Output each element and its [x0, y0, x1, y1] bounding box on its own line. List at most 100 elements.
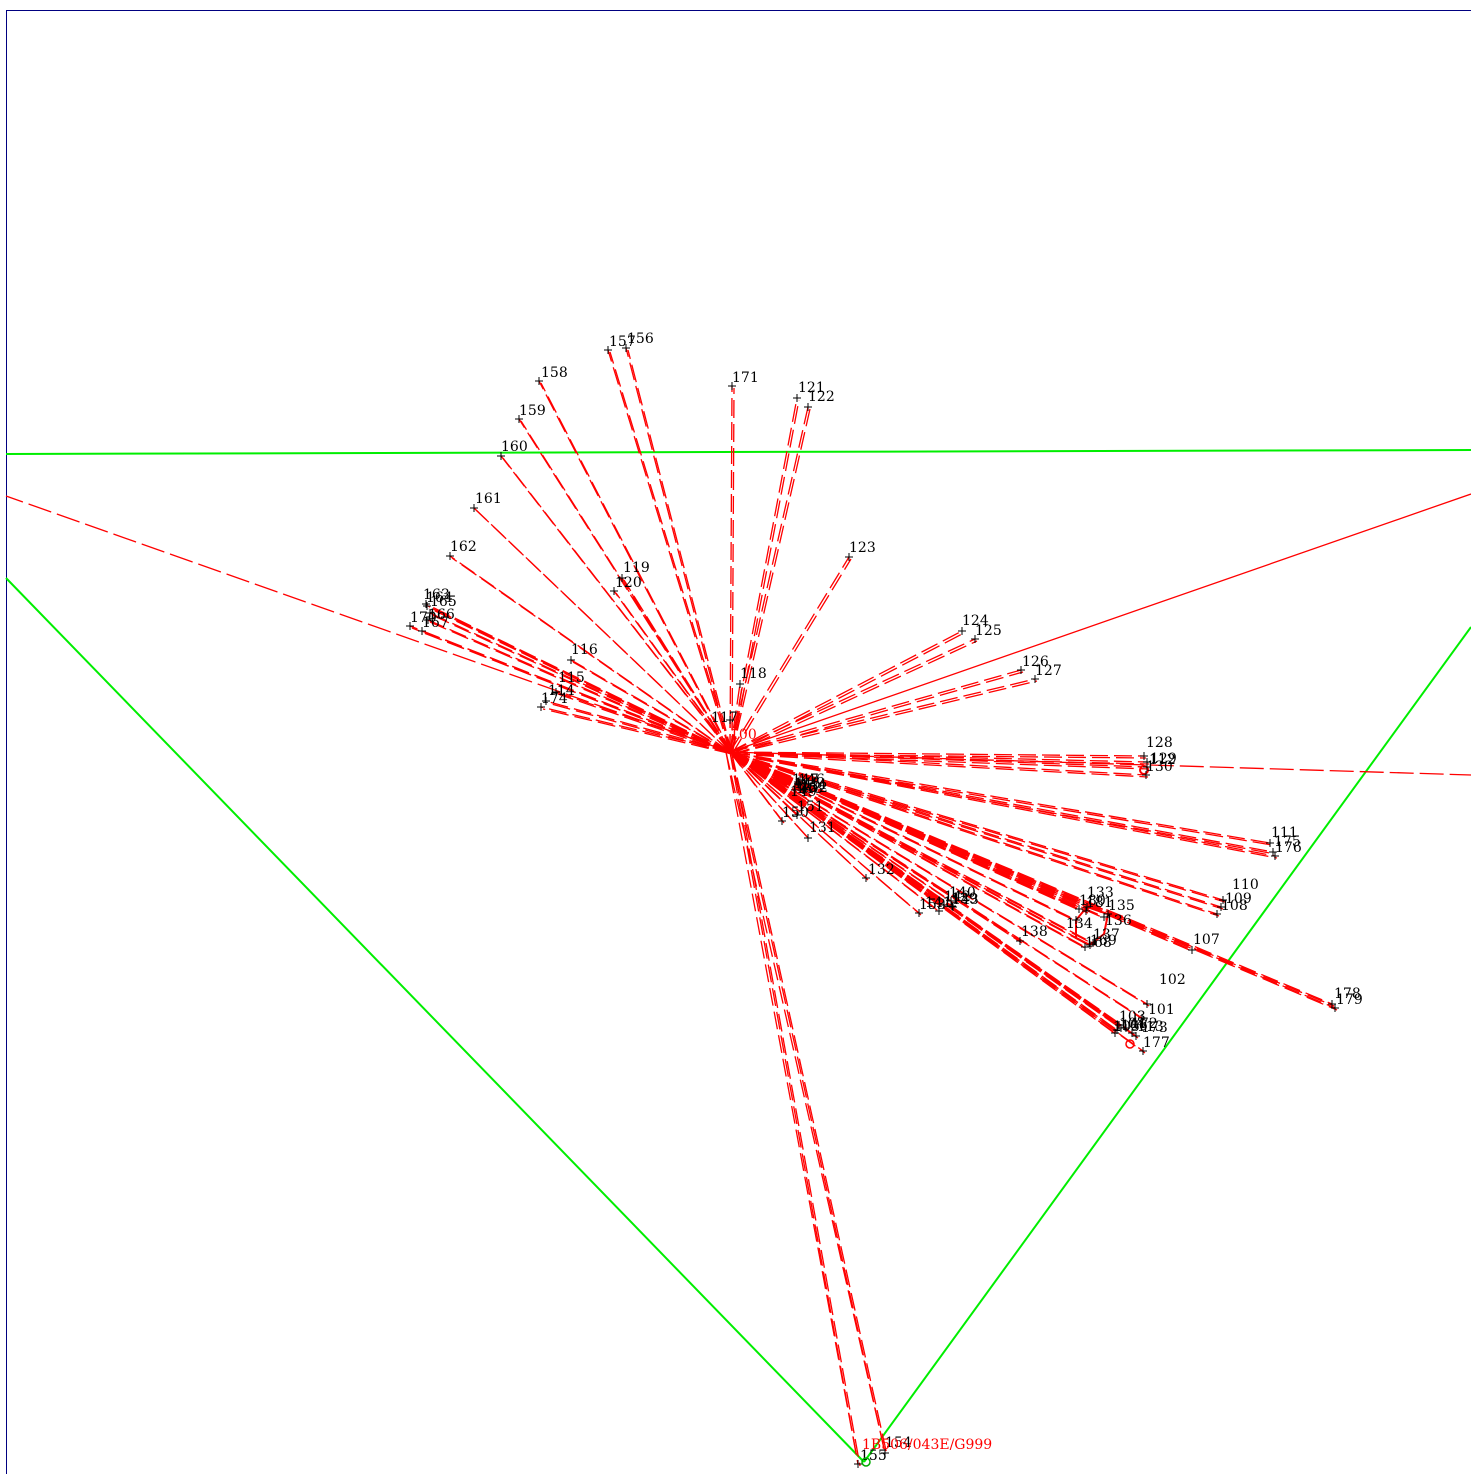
- point-marker-icon: [1122, 1024, 1130, 1032]
- point-label-109: 109: [1225, 891, 1252, 907]
- ray-offset-to-156: [627, 349, 733, 755]
- point-label-119: 119: [623, 560, 650, 576]
- point-marker-icon: [915, 909, 923, 917]
- point-label-112: 112: [1149, 752, 1176, 768]
- ray-to-123: [729, 556, 850, 753]
- ray-offset-to-122: [731, 408, 811, 755]
- ray-offset-to-131: [731, 753, 811, 841]
- point-marker-icon: [406, 622, 414, 630]
- point-label-127: 127: [1035, 663, 1062, 679]
- point-label-167: 167: [422, 615, 449, 631]
- point-label-126: 126: [1022, 654, 1049, 670]
- point-label-128: 128: [1146, 735, 1173, 751]
- point-label-169: 169: [1090, 933, 1117, 949]
- point-marker-icon: [446, 552, 454, 560]
- point-label-168: 168: [1085, 935, 1112, 951]
- point-label-110: 110: [1232, 877, 1259, 893]
- ray-offset-to-116: [572, 661, 733, 755]
- ray-to-125: [729, 638, 976, 753]
- ray-offset-to-129: [731, 753, 1150, 770]
- point-label-130: 130: [1146, 759, 1173, 775]
- point-marker-icon: [948, 902, 956, 910]
- point-label-135: 135: [1108, 898, 1135, 914]
- point-marker-icon: [1331, 1004, 1339, 1012]
- ray-offset-to-127: [731, 680, 1038, 755]
- point-label-153: 153: [919, 897, 946, 913]
- point-marker-icon: [1217, 903, 1225, 911]
- point-label-145: 145: [794, 776, 821, 792]
- point-label-163: 163: [423, 587, 450, 603]
- point-label-152: 152: [801, 780, 828, 796]
- special-ray-layer: [5, 493, 1471, 1049]
- ray-offset-to-176: [731, 753, 1278, 859]
- point-marker-icon: [1219, 896, 1227, 904]
- ray-offset-to-162: [451, 557, 733, 755]
- point-marker-icon: [791, 786, 799, 794]
- point-label-106: 106: [1121, 1018, 1148, 1034]
- point-label-129: 129: [1150, 751, 1177, 767]
- ray-offset-to-120: [615, 592, 733, 755]
- point-label-157: 157: [609, 334, 636, 350]
- point-label-164: 164: [426, 590, 453, 606]
- ray-offset-to-125: [731, 640, 978, 755]
- point-marker-icon: [1083, 903, 1091, 911]
- ray-offset-to-108: [731, 753, 1220, 917]
- ray-to-170: [409, 625, 731, 753]
- cluster-circle-icon: [1139, 765, 1149, 775]
- point-marker-icon: [497, 452, 505, 460]
- point-marker-icon: [537, 703, 545, 711]
- point-label-171: 171: [732, 370, 759, 386]
- ray-offset-to-102: [731, 753, 1150, 1007]
- ray-offset-to-140: [731, 753, 954, 904]
- point-marker-icon: [1016, 937, 1024, 945]
- ray-offset-to-157: [609, 351, 733, 755]
- point-marker-icon: [881, 1449, 889, 1457]
- point-label-132: 132: [868, 862, 895, 878]
- point-marker-icon: [604, 346, 612, 354]
- point-marker-icon: [515, 415, 523, 423]
- ray-to-175: [729, 751, 1274, 853]
- point-label-180: 180: [1079, 893, 1106, 909]
- point-marker-icon: [1072, 916, 1080, 924]
- ray-to-124: [729, 630, 963, 753]
- point-marker-icon: [1132, 1032, 1140, 1040]
- ray-to-122: [729, 406, 809, 753]
- ray-offset-to-181: [731, 753, 1089, 914]
- ray-to-136: [729, 751, 1105, 918]
- ray-to-102: [729, 751, 1148, 1005]
- point-marker-icon: [418, 627, 426, 635]
- ray-offset-to-115: [557, 693, 733, 755]
- long-ray-left: [5, 495, 731, 753]
- ray-offset-to-126: [731, 671, 1024, 755]
- ray-offset-to-111: [731, 753, 1273, 846]
- ray-offset-to-109: [731, 753, 1224, 910]
- point-marker-icon: [845, 553, 853, 561]
- solid-ray-right: [729, 493, 1471, 753]
- point-label-139: 139: [951, 891, 978, 907]
- point-label-176: 176: [1275, 840, 1302, 856]
- point-marker-icon: [1143, 763, 1151, 771]
- point-label-181: 181: [1086, 895, 1113, 911]
- ray-to-129: [729, 751, 1148, 768]
- ray-offset-to-171: [731, 387, 735, 755]
- ray-offset-to-150: [731, 753, 785, 824]
- point-marker-icon: [947, 897, 955, 905]
- point-marker-icon: [1081, 943, 1089, 951]
- ray-to-105: [729, 751, 1116, 1034]
- ray-offset-to-128: [731, 753, 1147, 759]
- point-label-113: 113: [1137, 1019, 1164, 1035]
- point-label-161: 161: [475, 491, 502, 507]
- ray-offset-to-160: [502, 457, 733, 755]
- point-marker-icon: [1142, 771, 1150, 779]
- point-marker-icon: [1031, 675, 1039, 683]
- boundary-lines: [5, 449, 1471, 1463]
- ray-to-110: [729, 751, 1224, 901]
- point-marker-icon: [800, 785, 808, 793]
- point-marker-icon: [793, 811, 801, 819]
- boundary-right: [863, 626, 1471, 1463]
- station-circle-icon: [861, 1457, 871, 1467]
- point-marker-icon: [795, 781, 803, 789]
- origin-label: 100: [730, 727, 757, 743]
- point-label-170: 170: [410, 610, 437, 626]
- ray-offset-to-130: [731, 753, 1149, 778]
